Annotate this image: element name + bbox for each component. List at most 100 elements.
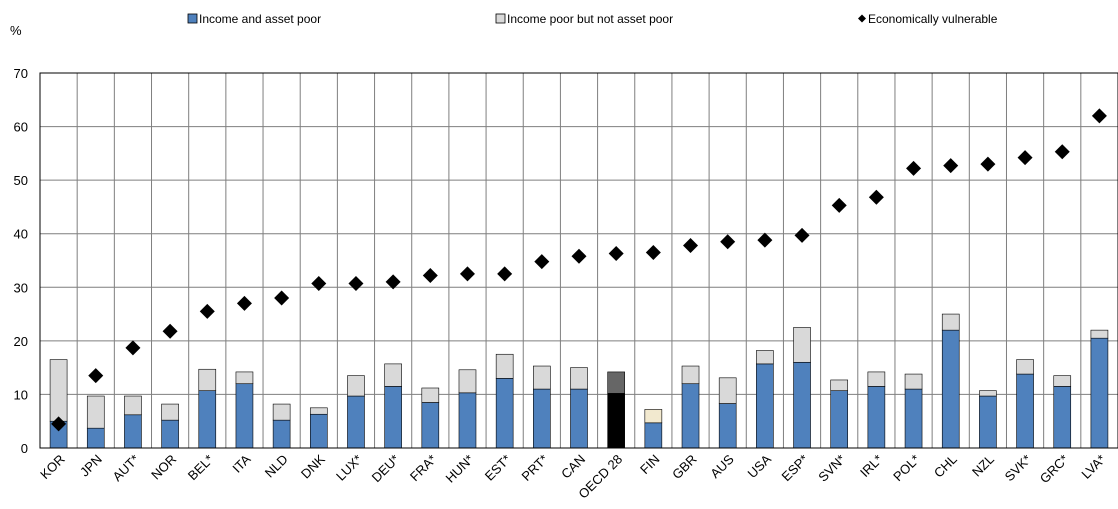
legend-label-income-asset-poor: Income and asset poor xyxy=(199,12,321,26)
bar-income-asset-poor-oecd-28 xyxy=(607,393,625,449)
gridlines xyxy=(40,72,1118,449)
legend-swatch-income-poor-not-asset-poor xyxy=(495,13,506,24)
x-tick-label-jpn: JPN xyxy=(77,452,105,480)
bar-income-asset-poor-hun xyxy=(458,392,477,449)
bar-income-poor-not-asset-poor-deu xyxy=(384,363,402,387)
marker-economically-vulnerable-jpn xyxy=(88,368,104,384)
y-tick-label: 70 xyxy=(14,66,28,81)
y-tick-label: 0 xyxy=(21,441,28,456)
x-tick-label-can: CAN xyxy=(558,452,588,482)
bar-income-poor-not-asset-poor-svk xyxy=(1016,359,1034,375)
marker-economically-vulnerable-hun xyxy=(459,266,475,282)
bar-income-poor-not-asset-poor-lva xyxy=(1090,329,1109,339)
marker-economically-vulnerable-nor xyxy=(162,323,178,339)
bar-income-asset-poor-svn xyxy=(830,390,849,449)
x-tick-label-kor: KOR xyxy=(37,452,68,483)
bar-income-poor-not-asset-poor-bel xyxy=(198,368,217,391)
y-unit-label: % xyxy=(10,23,22,38)
bar-income-asset-poor-lva xyxy=(1090,337,1109,449)
bar-income-asset-poor-prt xyxy=(533,388,551,449)
x-tick-label-bel: BEL* xyxy=(185,452,217,484)
x-tick-label-grc: GRC* xyxy=(1037,452,1072,487)
bars xyxy=(49,313,1109,449)
markers xyxy=(51,108,1107,432)
marker-economically-vulnerable-gbr xyxy=(683,238,699,253)
y-tick-label: 30 xyxy=(14,280,28,295)
bar-income-poor-not-asset-poor-dnk xyxy=(309,407,328,415)
marker-economically-vulnerable-nzl xyxy=(980,156,996,172)
bar-income-poor-not-asset-poor-svn xyxy=(830,379,849,391)
bar-income-poor-not-asset-poor-hun xyxy=(458,369,477,394)
bar-income-poor-not-asset-poor-grc xyxy=(1053,375,1072,387)
bar-income-poor-not-asset-poor-lux xyxy=(347,375,365,397)
bar-income-asset-poor-nld xyxy=(272,419,291,449)
marker-economically-vulnerable-fra xyxy=(422,268,438,283)
bar-income-poor-not-asset-poor-nld xyxy=(272,403,291,421)
marker-economically-vulnerable-grc xyxy=(1054,144,1070,160)
bar-income-poor-not-asset-poor-pol xyxy=(904,373,923,390)
bar-income-poor-not-asset-poor-kor xyxy=(49,359,68,422)
bar-income-poor-not-asset-poor-nzl xyxy=(979,390,997,397)
bar-income-poor-not-asset-poor-esp xyxy=(793,327,811,363)
marker-economically-vulnerable-bel xyxy=(199,303,215,319)
x-tick-label-deu: DEU* xyxy=(369,452,403,486)
bar-income-poor-not-asset-poor-oecd-28 xyxy=(607,371,625,394)
bar-income-poor-not-asset-poor-nor xyxy=(161,403,179,421)
bar-income-asset-poor-lux xyxy=(347,395,365,449)
bar-income-asset-poor-dnk xyxy=(309,413,328,449)
bar-income-poor-not-asset-poor-fin xyxy=(644,409,663,424)
bar-income-poor-not-asset-poor-prt xyxy=(533,365,551,390)
bar-income-asset-poor-gbr xyxy=(681,383,700,449)
bar-income-poor-not-asset-poor-est xyxy=(495,353,514,379)
marker-economically-vulnerable-chl xyxy=(943,158,959,174)
marker-economically-vulnerable-lux xyxy=(348,276,364,292)
x-tick-label-esp: ESP* xyxy=(779,452,812,485)
marker-economically-vulnerable-usa xyxy=(757,232,773,248)
marker-economically-vulnerable-kor xyxy=(51,416,67,432)
y-tick-label: 50 xyxy=(14,173,28,188)
marker-economically-vulnerable-aut xyxy=(125,340,141,356)
x-tick-label-dnk: DNK xyxy=(298,451,328,481)
bar-income-poor-not-asset-poor-gbr xyxy=(681,365,700,385)
marker-economically-vulnerable-irl xyxy=(868,189,884,205)
x-tick-label-nld: NLD xyxy=(262,452,291,481)
x-tick-label-aut: AUT* xyxy=(109,452,142,485)
y-tick-label: 10 xyxy=(14,387,28,402)
marker-economically-vulnerable-prt xyxy=(534,254,550,270)
x-tick-label-aus: AUS xyxy=(707,451,737,481)
x-tick-label-prt: PRT* xyxy=(519,452,551,484)
x-tick-label-usa: USA xyxy=(744,451,774,481)
x-tick-label-est: EST* xyxy=(482,452,514,484)
y-tick-label: 40 xyxy=(14,227,28,242)
x-tick-label-svk: SVK* xyxy=(1002,452,1035,485)
x-tick-label-nzl: NZL xyxy=(969,452,997,480)
bar-income-asset-poor-usa xyxy=(756,363,774,449)
marker-economically-vulnerable-lva xyxy=(1091,108,1107,124)
legend-label-income-poor-not-asset-poor: Income poor but not asset poor xyxy=(507,12,673,26)
bar-income-asset-poor-irl xyxy=(867,386,886,449)
bar-income-asset-poor-chl xyxy=(941,329,960,449)
bar-income-poor-not-asset-poor-usa xyxy=(756,350,774,365)
bar-income-asset-poor-fin xyxy=(644,422,663,449)
bar-income-asset-poor-aus xyxy=(718,403,737,449)
y-axis: 0 10 20 30 40 50 60 70 xyxy=(14,66,28,456)
bar-income-asset-poor-fra xyxy=(421,402,440,449)
bar-income-asset-poor-deu xyxy=(384,386,402,449)
x-tick-label-fra: FRA* xyxy=(407,452,440,485)
bar-income-asset-poor-esp xyxy=(793,361,811,449)
y-tick-label: 60 xyxy=(14,120,28,135)
marker-economically-vulnerable-esp xyxy=(794,227,810,243)
x-tick-label-pol: POL* xyxy=(890,452,923,485)
bar-income-asset-poor-bel xyxy=(198,390,217,449)
marker-economically-vulnerable-fin xyxy=(645,244,661,260)
marker-economically-vulnerable-svk xyxy=(1017,150,1033,166)
x-tick-label-svn: SVN* xyxy=(815,452,848,485)
bar-income-asset-poor-nzl xyxy=(979,395,997,449)
marker-economically-vulnerable-aus xyxy=(720,234,736,250)
plot-frame xyxy=(39,72,1118,449)
x-tick-label-nor: NOR xyxy=(148,452,179,483)
y-tick-label: 20 xyxy=(14,334,28,349)
legend-label-economically-vulnerable: Economically vulnerable xyxy=(868,12,998,26)
bar-income-poor-not-asset-poor-aus xyxy=(718,377,737,404)
